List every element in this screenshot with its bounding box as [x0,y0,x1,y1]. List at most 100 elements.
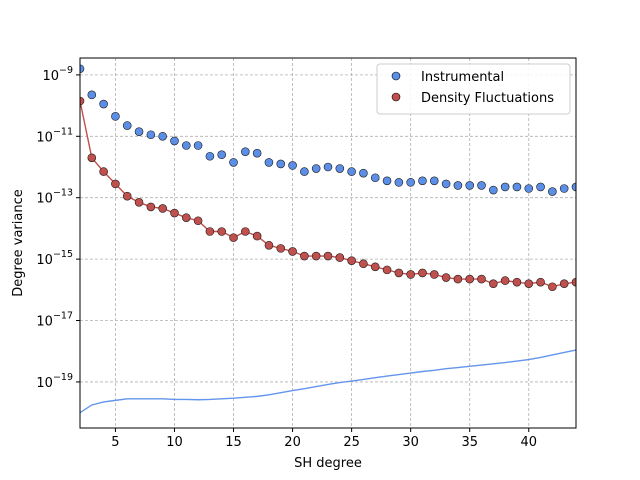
data-point [382,265,392,275]
data-point [111,112,120,121]
data-point [300,167,309,176]
data-point [370,173,380,183]
plot-frame [79,57,577,429]
data-point [193,216,203,226]
data-point [217,150,227,160]
data-point [548,282,557,292]
data-point [241,227,250,236]
data-point [80,96,85,106]
data-point [524,184,534,193]
data-point [276,244,286,253]
data-point [394,268,404,278]
data-point [359,168,368,178]
data-point [311,251,321,261]
data-point [181,213,191,222]
data-point [288,161,297,170]
data-point [87,153,97,163]
data-point [323,162,333,172]
data-point [418,176,427,186]
data-point [429,176,439,186]
data-point [252,231,262,241]
data-point [276,159,286,169]
series-points-0 [80,64,576,196]
series-points-1 [80,96,576,292]
data-point [559,184,569,193]
data-point [477,274,486,284]
y-axis-label: Degree variance [11,189,26,296]
data-point [489,185,498,195]
data-point [122,191,132,201]
data-point [382,176,392,186]
y-tick-label: 10−11 [36,126,73,145]
data-point [489,279,498,288]
data-point [536,182,545,192]
data-point [359,259,368,269]
y-tick-label: 10−9 [42,65,73,84]
data-point [429,270,439,279]
legend-box [376,63,571,115]
data-point [524,279,534,288]
data-point [536,277,545,287]
data-point [241,147,250,156]
legend-label-density-fluctuations: Density Fluctuations [421,91,554,106]
data-point [500,182,510,192]
data-point [300,251,309,261]
data-point [229,233,238,242]
y-tick-label: 10−19 [36,372,73,391]
legend-label-instrumental: Instrumental [421,70,504,85]
data-point [311,164,321,173]
data-point [347,256,356,265]
x-tick-label: 20 [284,435,301,450]
data-point [146,130,156,140]
data-point [264,158,274,167]
data-point [477,181,486,190]
data-point [418,268,427,278]
legend-marker-instrumental [391,71,401,81]
y-tick-label: 10−17 [36,311,73,330]
data-point [335,253,345,262]
data-point [453,274,463,284]
data-point [559,279,569,288]
x-tick-label: 5 [111,435,119,450]
y-tick-label: 10−13 [36,188,73,207]
legend: Instrumental Density Fluctuations [376,63,571,115]
data-point [264,241,274,250]
data-point [170,208,179,218]
data-point [80,64,85,74]
x-axis-label: SH degree [294,456,362,471]
data-point [134,127,144,136]
series-layer [80,64,576,414]
x-tick-label: 25 [343,435,360,450]
data-point [87,90,97,100]
data-point [406,270,415,279]
data-point [571,277,576,287]
data-point [134,198,144,207]
data-point [158,132,167,141]
data-point [205,227,215,236]
data-point [347,167,356,176]
data-point [512,182,522,192]
data-point [323,251,333,261]
x-tick-label: 30 [402,435,419,450]
data-point [512,277,522,287]
legend-marker-density-fluctuations [391,92,401,102]
data-point [205,151,215,161]
data-point [111,179,120,189]
x-tick-label: 15 [225,435,242,450]
data-point [229,158,238,167]
data-point [99,99,108,109]
data-point [441,273,451,282]
data-point [335,164,345,173]
data-point [453,181,463,190]
data-point [170,136,179,146]
series-line-2 [80,349,576,414]
data-point [406,178,415,187]
data-point [158,204,167,213]
data-point [548,187,557,196]
x-tick-label: 35 [461,435,478,450]
data-point [465,274,475,284]
data-point [370,262,380,272]
data-point [181,141,191,150]
y-tick-label: 10−15 [36,249,73,268]
